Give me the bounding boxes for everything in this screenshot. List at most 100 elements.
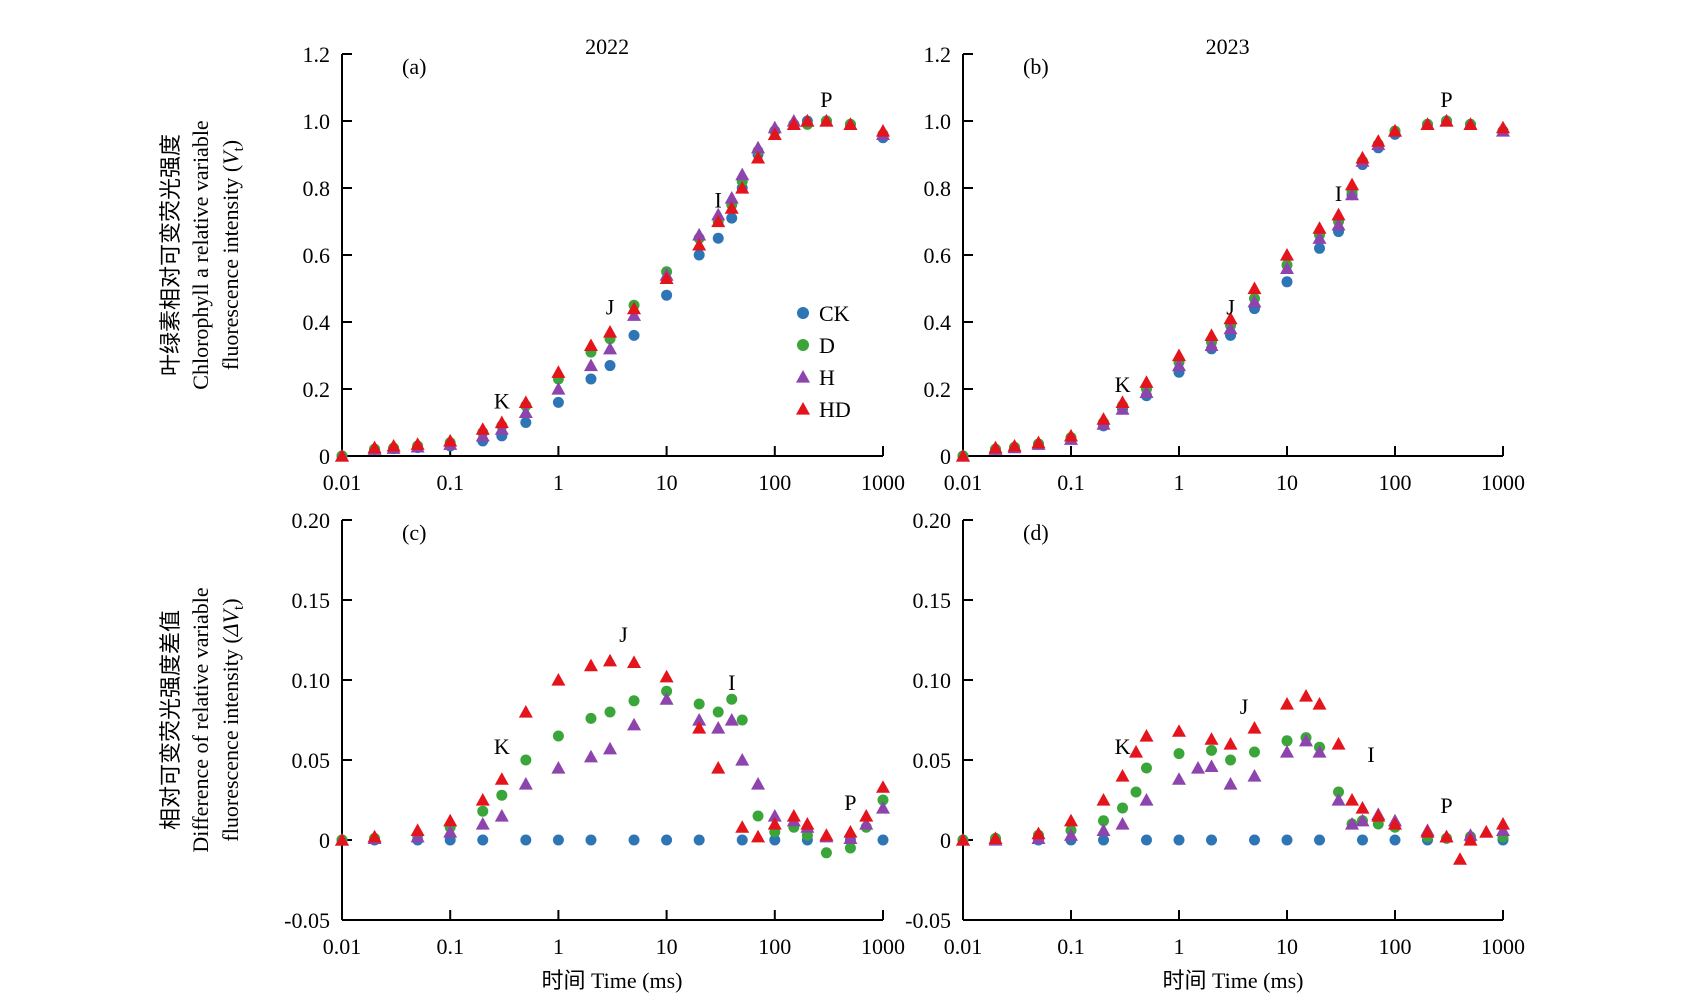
data-point bbox=[692, 721, 707, 734]
legend-marker bbox=[797, 339, 809, 351]
data-point bbox=[1064, 828, 1078, 841]
data-point bbox=[692, 713, 707, 726]
legend-label: CK bbox=[819, 301, 850, 326]
data-point bbox=[603, 653, 618, 667]
data-point bbox=[800, 817, 815, 830]
data-point bbox=[659, 692, 674, 705]
y-tick-label: 0.4 bbox=[303, 310, 331, 335]
data-point bbox=[627, 301, 642, 315]
data-point bbox=[494, 422, 509, 435]
data-point bbox=[1496, 823, 1510, 836]
data-point bbox=[475, 817, 490, 830]
data-point bbox=[661, 685, 673, 697]
data-point bbox=[736, 834, 748, 846]
y-tick-label: 0 bbox=[940, 444, 951, 469]
data-point bbox=[1463, 117, 1478, 130]
data-point bbox=[1172, 348, 1186, 362]
phase-label: J bbox=[1240, 694, 1249, 719]
data-point bbox=[520, 754, 532, 766]
data-point bbox=[751, 777, 766, 790]
y-tick-label: 0.2 bbox=[924, 377, 952, 402]
panel-label: (b) bbox=[1023, 54, 1049, 79]
data-point bbox=[1204, 328, 1219, 341]
phase-label: I bbox=[728, 670, 735, 695]
series-hd bbox=[335, 114, 890, 462]
data-point bbox=[711, 761, 726, 774]
data-point bbox=[475, 793, 490, 806]
data-point bbox=[712, 706, 724, 718]
data-point bbox=[692, 227, 707, 241]
y-title-en2-text: fluorescence intensity ( bbox=[218, 636, 243, 841]
x-tick-label: 0.01 bbox=[944, 470, 983, 495]
data-point bbox=[1247, 294, 1262, 308]
y-title-en2-text: fluorescence intensity ( bbox=[218, 165, 243, 370]
y-tick-label: 0 bbox=[319, 444, 330, 469]
data-point bbox=[711, 207, 726, 221]
data-point bbox=[843, 117, 858, 130]
data-point bbox=[1031, 435, 1046, 449]
legend-item-h: H bbox=[796, 365, 835, 390]
y-title-sub: t bbox=[231, 605, 247, 610]
data-point bbox=[1312, 745, 1327, 758]
phase-label: P bbox=[844, 790, 856, 815]
legend-item-hd: HD bbox=[796, 397, 851, 422]
data-point bbox=[724, 713, 739, 726]
data-point bbox=[1223, 321, 1238, 335]
data-point bbox=[1096, 793, 1111, 806]
data-point bbox=[956, 833, 970, 846]
data-point bbox=[628, 695, 640, 707]
data-point bbox=[1281, 834, 1293, 846]
data-point bbox=[819, 828, 834, 841]
data-point bbox=[1439, 114, 1454, 127]
data-point bbox=[820, 847, 832, 859]
phase-label: K bbox=[1115, 372, 1131, 397]
data-point bbox=[367, 829, 382, 843]
data-point bbox=[1173, 748, 1185, 760]
data-point bbox=[1345, 187, 1360, 201]
x-tick-label: 100 bbox=[758, 934, 791, 959]
data-point bbox=[627, 308, 642, 321]
data-point bbox=[603, 341, 618, 355]
data-point bbox=[585, 834, 597, 846]
data-point bbox=[1356, 834, 1368, 846]
data-point bbox=[367, 440, 382, 454]
data-point bbox=[1223, 737, 1238, 750]
data-point bbox=[1204, 732, 1219, 745]
y-title-en1: Chlorophyll a relative variable bbox=[188, 120, 213, 389]
y-tick-label: 0.15 bbox=[292, 588, 331, 613]
data-point bbox=[1173, 834, 1185, 846]
data-point bbox=[1496, 817, 1510, 830]
data-point bbox=[443, 813, 458, 827]
x-tick-label: 1 bbox=[553, 934, 564, 959]
data-point bbox=[659, 271, 674, 285]
data-point bbox=[1204, 338, 1219, 352]
data-point bbox=[1333, 786, 1345, 798]
data-point bbox=[988, 831, 1003, 844]
x-tick-label: 10 bbox=[656, 470, 678, 495]
x-tick-label: 10 bbox=[656, 934, 678, 959]
data-point bbox=[583, 358, 598, 372]
chart-panel-b: 0 0.2 0.4 0.6 0.8 1.0 1.2 0.01 0.1 1 10 100 1000 (b) 2… bbox=[924, 34, 1526, 495]
data-point bbox=[736, 714, 748, 726]
data-point bbox=[627, 717, 642, 731]
x-tick-label: 0.1 bbox=[1057, 934, 1085, 959]
data-point bbox=[1355, 801, 1370, 814]
legend-item-d: D bbox=[797, 333, 835, 358]
data-point bbox=[520, 834, 532, 846]
data-point bbox=[1281, 276, 1293, 288]
data-point bbox=[604, 360, 616, 372]
data-point bbox=[477, 834, 489, 846]
data-point bbox=[843, 831, 858, 844]
data-point bbox=[1248, 746, 1260, 758]
data-point bbox=[443, 825, 458, 838]
y-title-en2: fluorescence intensity (Vt) bbox=[218, 140, 247, 370]
data-point bbox=[1117, 802, 1129, 814]
data-point bbox=[518, 777, 533, 790]
data-point bbox=[659, 669, 674, 683]
y-title-var: ΔV bbox=[218, 607, 243, 637]
data-point bbox=[1115, 395, 1130, 408]
data-point bbox=[877, 834, 889, 846]
data-point bbox=[767, 120, 782, 134]
data-point bbox=[410, 823, 425, 836]
data-point bbox=[1115, 817, 1130, 830]
